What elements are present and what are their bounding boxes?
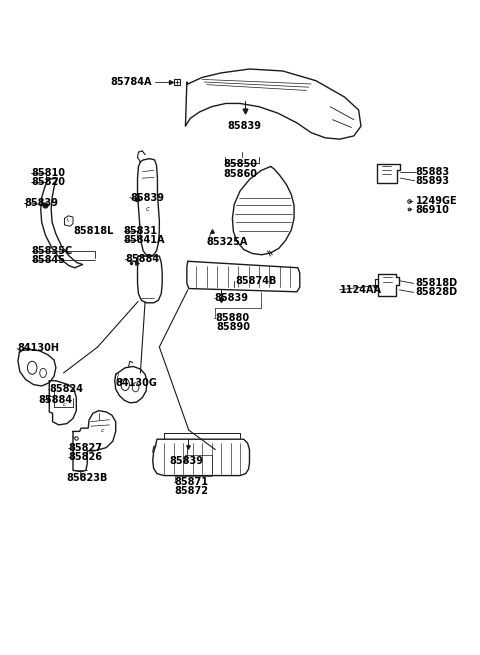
Text: 85839: 85839 [228,121,262,131]
Text: 85841A: 85841A [124,236,165,246]
Text: 85827: 85827 [68,443,102,453]
Text: 84130H: 84130H [17,343,59,353]
Text: 85818L: 85818L [73,227,113,236]
Text: 85823B: 85823B [67,473,108,483]
Text: 85890: 85890 [216,322,250,332]
Text: 85839: 85839 [170,456,204,466]
Text: 85872: 85872 [175,486,209,496]
Text: 85884: 85884 [38,395,72,405]
Text: 85850: 85850 [223,159,257,169]
Text: 85818D: 85818D [416,278,457,288]
Text: 85810: 85810 [31,168,65,178]
Text: 1249GE: 1249GE [416,196,457,206]
Text: 85860: 85860 [223,168,257,179]
Text: 85839: 85839 [214,293,248,303]
Text: 85845: 85845 [31,255,65,265]
Text: 85839: 85839 [24,198,58,208]
Text: 85874B: 85874B [235,276,276,286]
Text: 85880: 85880 [216,312,250,323]
Text: 84130G: 84130G [116,378,157,388]
Text: 1124AA: 1124AA [340,285,382,295]
Text: 85820: 85820 [31,177,65,187]
Text: 85893: 85893 [416,176,450,186]
Text: 85826: 85826 [68,452,102,462]
Text: 85828D: 85828D [416,288,457,297]
Text: 85884: 85884 [125,254,159,265]
Text: 86910: 86910 [416,205,449,215]
Text: 85325A: 85325A [207,236,248,247]
Text: 85831: 85831 [124,227,158,236]
Text: 85824: 85824 [49,384,83,394]
Text: 85784A: 85784A [111,77,152,87]
Text: c: c [146,206,150,212]
Text: 85839: 85839 [130,193,164,202]
Text: c: c [63,402,66,407]
Text: c: c [101,428,104,432]
Text: 85883: 85883 [416,166,450,177]
Text: 85835C: 85835C [31,246,72,256]
Text: 85871: 85871 [175,477,209,487]
